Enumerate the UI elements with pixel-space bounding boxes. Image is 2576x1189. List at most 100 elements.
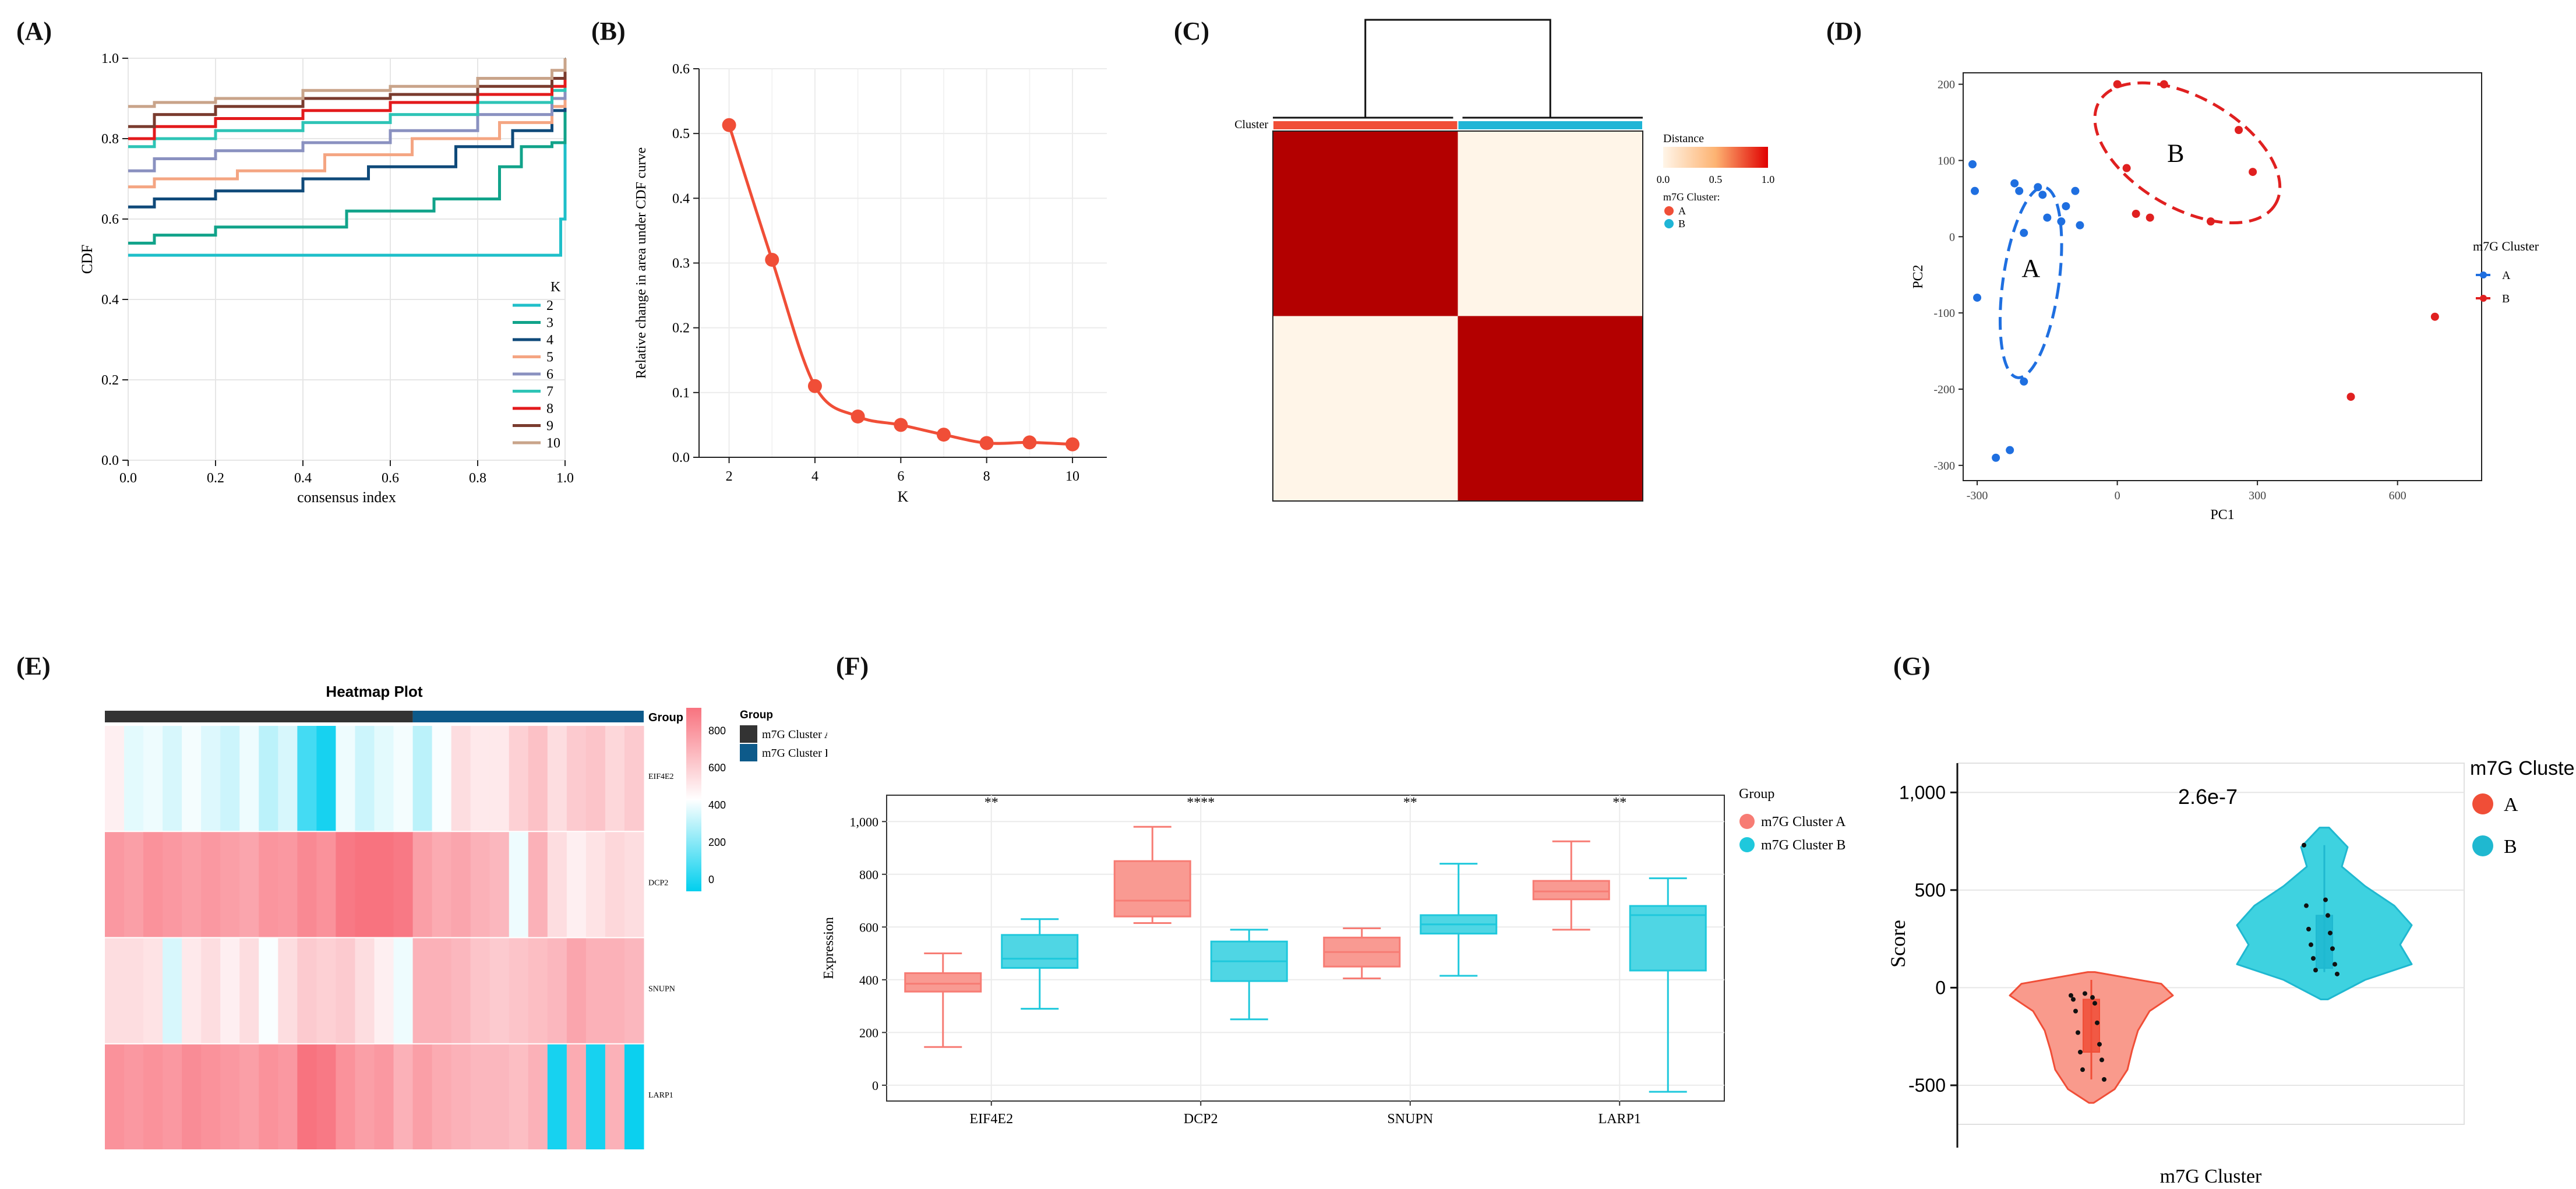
y-tick-label: 0.2 (101, 373, 119, 388)
legend-label: 8 (546, 401, 553, 417)
group-annotation-label: Group (648, 711, 683, 724)
cdf-chart: 0.0 0.2 0.4 0.6 0.8 1.0 0.0 0.2 0.4 0.6 0.8 1.0 K 2 3… (79, 51, 574, 506)
heatmap-cell (259, 938, 278, 1043)
plot-frame (128, 58, 566, 461)
y-tick-label: 500 (1915, 880, 1946, 901)
y-tick-label: 0.2 (672, 321, 690, 336)
y-tick-label: 0.0 (672, 450, 690, 465)
pca-point-A (2010, 179, 2019, 188)
color-scale-tick-label: 400 (708, 799, 726, 811)
box-DCP2-a (1113, 825, 1191, 925)
box-SNUPN-a (1323, 927, 1401, 980)
pca-point-B (2249, 168, 2257, 177)
legend-label: B (2504, 836, 2517, 858)
heatmap-cell (489, 726, 510, 831)
violin-point (2102, 1077, 2106, 1082)
y-tick-label: 0.1 (672, 386, 690, 401)
delta-area-point (807, 379, 822, 393)
heatmap-cell (393, 1044, 414, 1149)
violin-point (2083, 991, 2087, 996)
cdf-line-k10 (128, 58, 567, 108)
violin-point (2306, 926, 2311, 932)
pca-point-B (2146, 213, 2154, 222)
heatmap-cell (374, 1044, 394, 1149)
expression-heatmap: Heatmap Plot Group EIF4E2 DCP2 SNUPN LARP1 0… (105, 683, 827, 1149)
delta-area-point (979, 436, 994, 450)
cluster-legend-title: m7G Cluster: (1663, 191, 1720, 203)
heatmap-cell (163, 938, 182, 1043)
heatmap-cell (105, 938, 125, 1043)
violin-point (2332, 962, 2337, 967)
distance-tick-label: 0.0 (1657, 174, 1670, 185)
heatmap-cell (624, 726, 644, 831)
heatmap-cell (470, 832, 491, 937)
legend-label: m7G Cluster B (1761, 838, 1845, 853)
heatmap-cell (201, 1044, 221, 1149)
cluster-label-a: A (2021, 254, 2040, 283)
p-value-label: 2.6e-7 (2178, 785, 2238, 809)
box-body (1532, 880, 1610, 901)
pca-point-A (2038, 190, 2047, 199)
violin-point (2073, 1008, 2078, 1014)
delta-area-point (765, 252, 779, 267)
y-tick-label: 800 (859, 867, 878, 882)
y-axis-label: Expression (821, 917, 837, 979)
legend-label: 3 (546, 316, 553, 331)
box-DCP2-b (1210, 929, 1288, 1021)
expression-color-scale (686, 708, 701, 891)
box-SNUPN-b (1420, 863, 1498, 977)
x-tick-label: 0.0 (119, 471, 137, 486)
legend-dot (2480, 295, 2487, 302)
heatmap-block (1273, 131, 1458, 316)
y-tick-label: -500 (1908, 1075, 1946, 1096)
heatmap-cell (451, 1044, 471, 1149)
legend-label: 5 (546, 350, 553, 365)
y-tick-label: 0 (1949, 231, 1955, 244)
heatmap-cell (124, 1044, 144, 1149)
plot-frame (886, 795, 1725, 1102)
heatmap-cell (393, 938, 414, 1043)
x-tick-label: EIF4E2 (969, 1112, 1013, 1127)
x-tick-label: 0.8 (469, 471, 486, 486)
y-tick-label: 0 (1935, 977, 1946, 998)
heatmap-cell (336, 938, 355, 1043)
cluster-legend-dot (1664, 219, 1674, 228)
heatmap-cell (316, 726, 336, 831)
heatmap-cell (220, 832, 240, 937)
heatmap-cell (412, 832, 433, 937)
delta-area-point (937, 428, 951, 442)
cluster-legend-dot (1664, 206, 1674, 216)
box-body (1629, 905, 1707, 972)
heatmap-cell (566, 1044, 587, 1149)
delta-area-point (722, 118, 736, 132)
y-tick-label: 200 (859, 1025, 878, 1040)
heatmap-cell (220, 1044, 240, 1149)
y-axis-label: Relative change in area under CDF curve (634, 147, 649, 379)
y-tick-label: 1.0 (101, 51, 119, 66)
y-tick-label: 0.8 (101, 132, 119, 147)
violin-point (2097, 1042, 2102, 1047)
y-tick-label: 1,000 (850, 814, 879, 829)
heatmap-cell (259, 832, 278, 937)
violin-point (2080, 1067, 2085, 1072)
group-legend-title: Group (740, 709, 773, 721)
violin-point (2069, 993, 2073, 998)
violin-point (2076, 1030, 2080, 1035)
violin-box (2083, 999, 2100, 1053)
x-tick-label: 2 (726, 469, 733, 484)
heatmap-cell (201, 726, 221, 831)
violin-point (2330, 946, 2335, 951)
violin-point (2078, 1050, 2083, 1054)
heatmap-cell (316, 832, 336, 937)
violin-point (2313, 968, 2318, 973)
heatmap-cell (585, 726, 606, 831)
x-tick-label: 8 (983, 469, 990, 484)
heatmap-frame (1272, 130, 1643, 502)
legend-title: m7G Cluster (2470, 757, 2575, 779)
heatmap-cell (239, 938, 259, 1043)
heatmap-cell (470, 938, 491, 1043)
y-tick-label: 0.5 (672, 126, 690, 142)
delta-area-point (1065, 437, 1080, 451)
x-tick-label: 6 (897, 469, 904, 484)
x-tick-label: 1.0 (556, 471, 574, 486)
